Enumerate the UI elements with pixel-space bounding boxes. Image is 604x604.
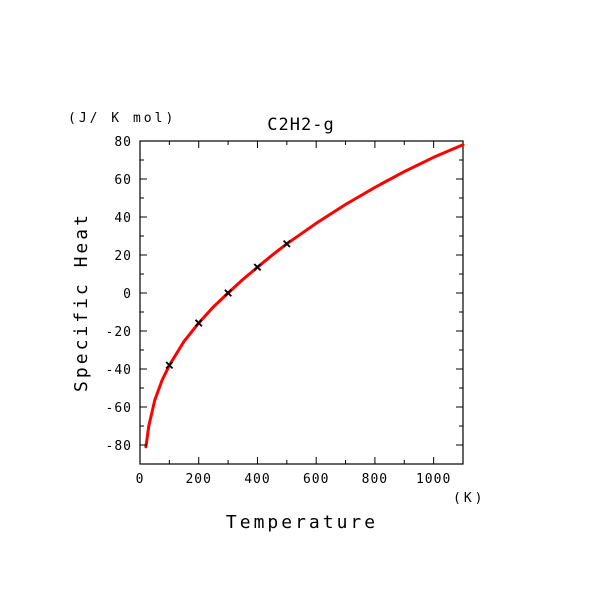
data-point-marker bbox=[194, 319, 203, 327]
x-unit-label: (K) bbox=[453, 491, 485, 506]
x-axis-title: Temperature bbox=[226, 512, 378, 533]
y-tick-label: -60 bbox=[106, 401, 132, 416]
y-tick-label: 40 bbox=[114, 211, 132, 226]
tick-layer: 0 200 400 600 800 1000 -80 -60 -40 -20 0 20 40 60 80 bbox=[106, 135, 463, 487]
x-tick-label: 1000 bbox=[416, 472, 451, 487]
data-point-marker bbox=[253, 263, 262, 271]
plot-border bbox=[139, 140, 464, 465]
data-point-marker bbox=[282, 239, 291, 248]
y-tick-label: 80 bbox=[114, 135, 132, 150]
y-axis-title: Specific Heat bbox=[71, 212, 92, 392]
y-tick-label: 0 bbox=[123, 287, 132, 302]
data-point-marker bbox=[165, 361, 174, 370]
data-point-marker bbox=[224, 289, 232, 297]
y-tick-label: -20 bbox=[106, 325, 132, 340]
marker-stroke bbox=[253, 263, 262, 271]
y-tick-label: 60 bbox=[114, 173, 132, 188]
marker-stroke bbox=[165, 361, 174, 370]
plot-frame bbox=[139, 140, 464, 465]
x-tick-label: 600 bbox=[303, 472, 329, 487]
x-tick-label: 200 bbox=[185, 472, 211, 487]
x-tick-label: 400 bbox=[244, 472, 270, 487]
curve-layer bbox=[144, 143, 465, 449]
x-tick-label: 0 bbox=[136, 472, 145, 487]
y-tick-label: -80 bbox=[106, 439, 132, 454]
marker-stroke bbox=[282, 239, 291, 248]
heat-capacity-curve bbox=[144, 143, 465, 449]
y-tick-label: 20 bbox=[114, 249, 132, 264]
y-tick-label: -40 bbox=[106, 363, 132, 378]
x-tick-label: 800 bbox=[362, 472, 388, 487]
chart-title: C2H2-g bbox=[267, 115, 334, 135]
y-unit-label: (J/ K mol) bbox=[68, 111, 176, 126]
marker-stroke bbox=[194, 319, 203, 327]
marker-stroke bbox=[224, 289, 232, 297]
marker-layer bbox=[165, 239, 291, 370]
